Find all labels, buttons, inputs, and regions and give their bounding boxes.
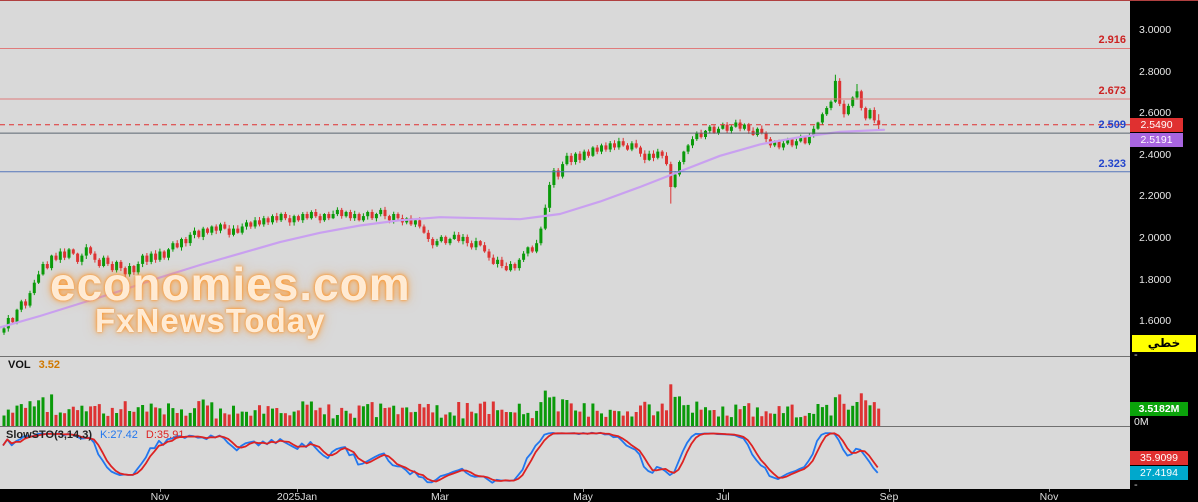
price-chart-panel[interactable]: economies.com FxNewsToday 2.916 2.673 2.50… (0, 1, 1130, 356)
volume-title: VOL (8, 359, 31, 371)
time-axis-label-Jul: Jul (716, 491, 730, 502)
moving-average-badge: 2.5191 (1130, 133, 1183, 147)
stochastic-header: SlowSTO(3,14,3) K:27.42 D:35.91 (6, 429, 184, 441)
price-axis-tick-1.8000: 1.8000 (1139, 273, 1172, 286)
price-level-label-2.323: 2.323 (1098, 157, 1126, 170)
chart-style-button[interactable]: خطي (1132, 335, 1196, 352)
volume-panel[interactable]: VOL 3.52 (0, 356, 1130, 426)
current-price-badge: 2.5490 (1130, 118, 1183, 132)
price-axis-tick-2.0000: 2.0000 (1139, 232, 1172, 244)
time-axis-tick (440, 489, 441, 492)
time-axis-label-Mar: Mar (430, 491, 450, 502)
time-axis-tick (160, 489, 161, 492)
volume-axis-tick: - (1134, 349, 1138, 361)
stochastic-panel[interactable]: SlowSTO(3,14,3) K:27.42 D:35.91 (0, 426, 1130, 489)
time-axis-tick (723, 489, 724, 492)
stochastic-chart[interactable] (0, 427, 1130, 489)
price-level-label-2.673: 2.673 (1098, 85, 1126, 98)
time-axis-label-2025Jan: 2025Jan (276, 491, 318, 502)
price-axis-tick-1.6000: 1.6000 (1139, 315, 1172, 328)
price-axis-tick-3.0000: 3.0000 (1139, 24, 1172, 36)
volume-value: 3.52 (38, 359, 61, 371)
volume-zero-label: 0M (1134, 416, 1149, 428)
volume-header: VOL 3.52 (8, 359, 60, 371)
price-level-label-2.509: 2.509 (1098, 119, 1126, 132)
time-axis-tick (889, 489, 890, 492)
time-axis-label-Nov: Nov (1039, 491, 1059, 502)
time-axis-label-May: May (573, 491, 593, 502)
time-axis[interactable]: Nov 2025Jan Mar May Jul Sep Nov (0, 489, 1198, 502)
stochastic-d-value: D:35.91 (145, 429, 185, 441)
stochastic-k-badge: 27.4194 (1130, 466, 1188, 480)
time-axis-label-Sep: Sep (879, 491, 899, 502)
price-axis-tick-2.4000: 2.4000 (1139, 148, 1172, 161)
time-axis-tick (1049, 489, 1050, 492)
price-axis-tick-2.8000: 2.8000 (1139, 65, 1172, 78)
stochastic-d-badge: 35.9099 (1130, 451, 1188, 465)
price-axis-tick-2.2000: 2.2000 (1139, 190, 1172, 203)
stochastic-k-value: K:27.42 (100, 429, 138, 441)
time-axis-label-Nov: Nov (150, 491, 170, 502)
stochastic-title: SlowSTO(3,14,3) (6, 429, 92, 441)
stochastic-axis-tick: - (1134, 479, 1138, 491)
time-axis-tick (583, 489, 584, 492)
candlestick-chart[interactable] (0, 1, 1130, 356)
volume-bars-chart[interactable] (0, 357, 1130, 426)
price-level-label-2.916: 2.916 (1098, 34, 1126, 47)
time-axis-tick (297, 489, 298, 492)
price-axis-tick-2.6000: 2.6000 (1139, 107, 1172, 120)
price-axis[interactable]: 2.5490 2.5191 خطي - 3.5182M 0M 35.9099 2… (1130, 1, 1198, 502)
volume-badge: 3.5182M (1130, 402, 1188, 416)
